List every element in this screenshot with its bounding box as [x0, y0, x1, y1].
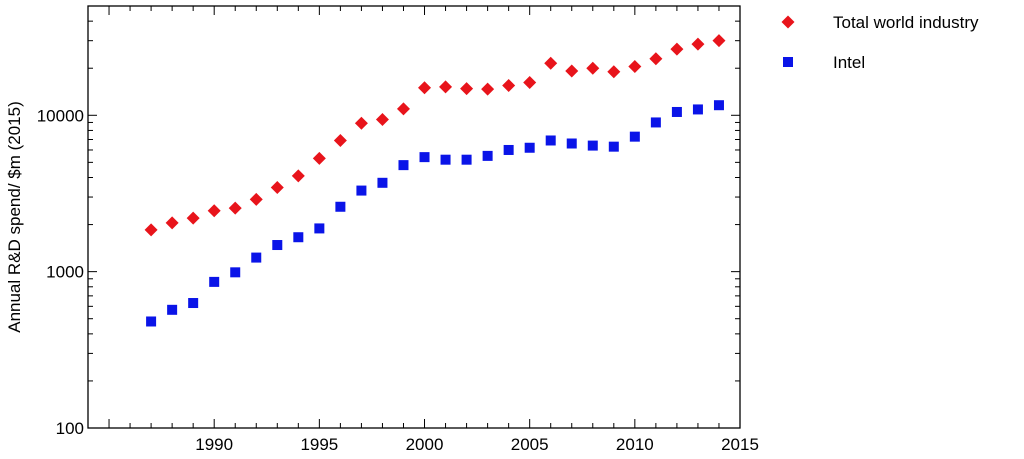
intel-point: [587, 140, 598, 151]
world-industry-point: [691, 37, 705, 51]
legend-label: Intel: [833, 53, 865, 72]
intel-point: [503, 144, 514, 155]
data-markers: [144, 34, 726, 327]
intel-point: [167, 304, 178, 315]
intel-point: [230, 267, 241, 278]
world-industry-point: [144, 223, 158, 237]
intel-point: [356, 185, 367, 196]
world-industry-point: [249, 192, 263, 206]
intel-point: [314, 223, 325, 234]
x-tick-label: 1995: [300, 435, 338, 454]
world-industry-point: [628, 60, 642, 74]
world-industry-point: [565, 64, 579, 78]
intel-point: [398, 160, 409, 171]
world-industry-point: [502, 79, 516, 93]
world-industry-point: [670, 42, 684, 56]
x-tick-label: 1990: [195, 435, 233, 454]
x-tick-label: 2010: [616, 435, 654, 454]
intel-point: [650, 117, 661, 128]
world-industry-point: [165, 216, 179, 230]
world-industry-point: [375, 112, 389, 126]
world-industry-point: [396, 102, 410, 116]
legend: Total world industry Intel: [781, 13, 979, 72]
legend-item: Total world industry: [781, 13, 979, 32]
intel-point: [419, 152, 430, 163]
world-industry-point: [186, 211, 200, 225]
intel-point: [692, 104, 703, 115]
world-industry-point: [586, 61, 600, 75]
y-axis-title: Annual R&D spend/ $m (2015): [5, 101, 24, 333]
series-total-world-industry: [144, 34, 726, 237]
intel-point: [713, 100, 724, 111]
intel-point: [251, 252, 262, 263]
x-tick-label: 2000: [406, 435, 444, 454]
intel-point: [335, 201, 346, 212]
y-tick-label: 1000: [46, 263, 84, 282]
intel-point: [146, 316, 157, 327]
legend-marker: [781, 15, 795, 29]
intel-point: [545, 135, 556, 146]
legend-marker: [783, 57, 793, 67]
intel-point: [377, 177, 388, 188]
intel-point: [461, 154, 472, 165]
y-tick-label: 100: [56, 419, 84, 438]
y-tick-labels: 100 1000 10000: [37, 106, 84, 438]
world-industry-point: [333, 133, 347, 147]
world-industry-point: [312, 151, 326, 165]
intel-point: [272, 240, 283, 251]
legend-label: Total world industry: [833, 13, 979, 32]
world-industry-point: [270, 181, 284, 195]
intel-point: [440, 154, 451, 165]
intel-point: [629, 131, 640, 142]
axis-ticks: [87, 5, 741, 429]
intel-point: [671, 106, 682, 117]
y-tick-label: 10000: [37, 106, 84, 125]
world-industry-point: [523, 76, 537, 90]
x-tick-label: 2015: [721, 435, 759, 454]
series-intel: [146, 100, 724, 327]
intel-point: [188, 298, 199, 309]
intel-point: [524, 142, 535, 153]
x-tick-labels: 1990 1995 2000 2005 2010 2015: [195, 435, 759, 454]
world-industry-point: [354, 116, 368, 130]
intel-point: [482, 150, 493, 161]
legend-item: Intel: [783, 53, 865, 72]
world-industry-point: [439, 80, 453, 94]
world-industry-point: [228, 201, 242, 215]
plot-area: [87, 5, 741, 429]
x-tick-label: 2005: [511, 435, 549, 454]
intel-point: [566, 138, 577, 149]
world-industry-point: [291, 169, 305, 183]
intel-point: [293, 232, 304, 243]
world-industry-point: [481, 82, 495, 96]
world-industry-point: [207, 204, 221, 218]
world-industry-point: [607, 65, 621, 79]
world-industry-point: [544, 56, 558, 70]
intel-point: [608, 141, 619, 152]
world-industry-point: [649, 52, 663, 66]
world-industry-point: [712, 34, 726, 48]
world-industry-point: [460, 82, 474, 96]
intel-point: [209, 276, 220, 287]
world-industry-point: [418, 81, 432, 95]
